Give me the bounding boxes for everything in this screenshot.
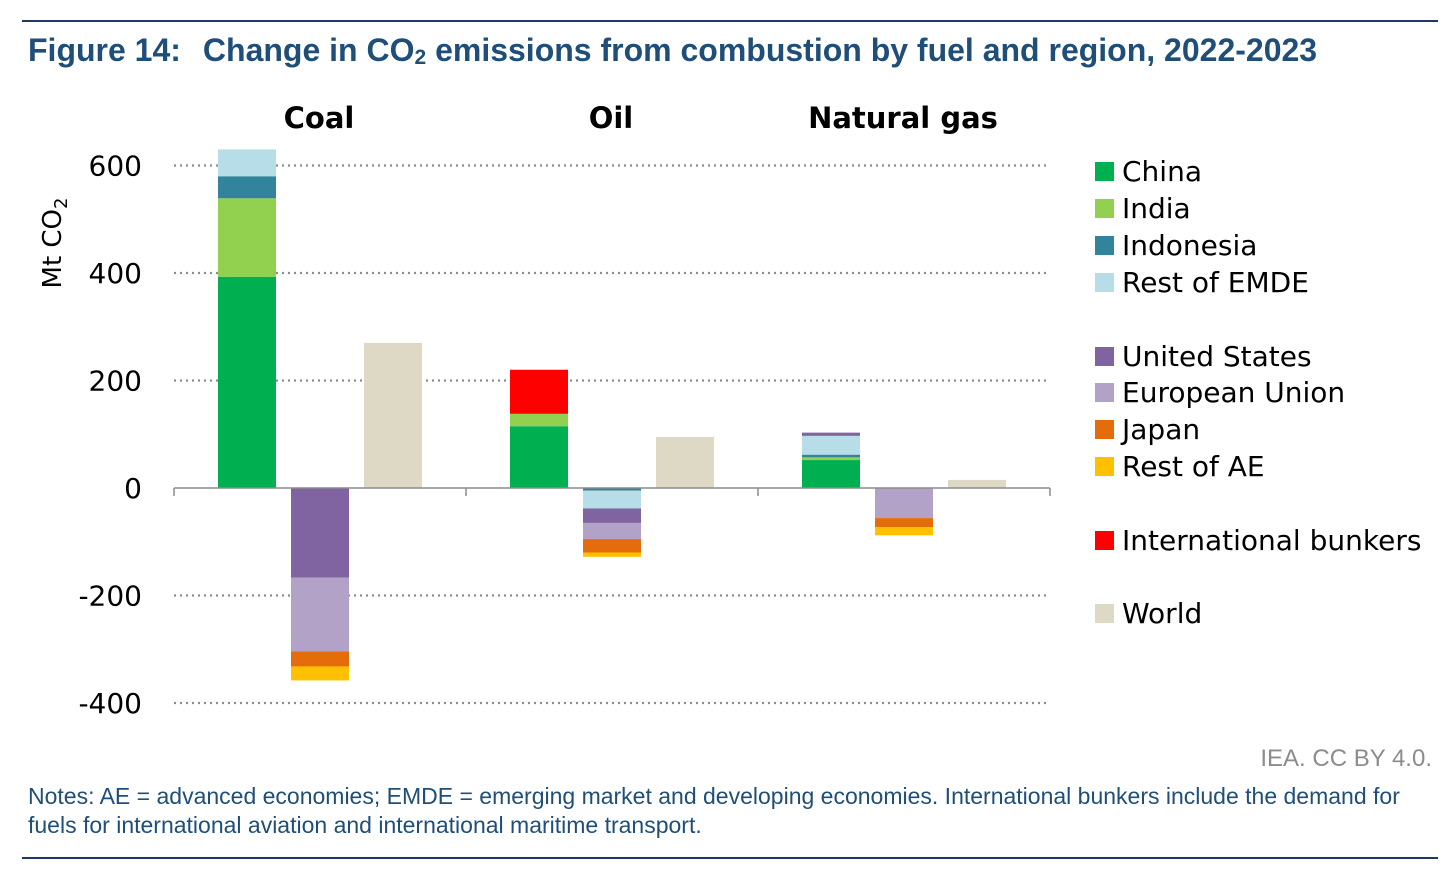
legend: China India Indonesia Rest of EMDE United St… <box>1095 155 1421 630</box>
bar-segment-natural-gas-rest-of-ae <box>875 527 933 536</box>
legend-swatch-rest-of-ae <box>1095 457 1114 476</box>
legend-label-rest-of-emde: Rest of EMDE <box>1122 266 1309 299</box>
group-label-oil: Oil <box>589 101 634 135</box>
title-subscript: 2 <box>414 46 427 69</box>
bar-segment-oil-world <box>656 436 714 488</box>
bar-chart: 600 400 200 0 -200 -400 Mt CO2 Coal Oil Natural g… <box>38 101 1421 720</box>
axes: 600 400 200 0 -200 -400 Mt CO2 Coal Oil Natural g… <box>38 101 1051 720</box>
legend-swatch-united-states <box>1095 347 1114 366</box>
bar-segment-natural-gas-japan <box>875 518 933 528</box>
legend-label-international-bunkers: International bunkers <box>1122 524 1421 557</box>
legend-label-india: India <box>1122 192 1191 225</box>
y-tick-label: 200 <box>89 365 142 398</box>
legend-swatch-china <box>1095 162 1114 181</box>
legend-swatch-rest-of-emde <box>1095 273 1114 292</box>
bar-segment-oil-china <box>510 426 568 488</box>
bar-segment-coal-world <box>364 342 422 488</box>
y-axis-label: Mt CO2 <box>38 198 72 289</box>
top-rule <box>22 20 1438 22</box>
legend-swatch-world <box>1095 604 1114 623</box>
y-tick-label: 400 <box>89 257 142 290</box>
legend-label-japan: Japan <box>1120 413 1200 446</box>
legend-swatch-indonesia <box>1095 236 1114 255</box>
bar-segment-oil-united-states <box>583 508 641 523</box>
bar-segment-natural-gas-indonesia <box>802 454 860 458</box>
y-tick-label: -400 <box>78 687 142 720</box>
figure-title: Figure 14: Change in CO2 emissions from c… <box>28 32 1317 70</box>
bars <box>218 149 1006 681</box>
bar-segment-oil-india <box>510 413 568 427</box>
title-main: Change in CO <box>202 32 415 68</box>
legend-label-united-states: United States <box>1122 340 1312 373</box>
group-label-coal: Coal <box>284 101 355 135</box>
y-tick-label: 600 <box>89 150 142 183</box>
bar-segment-natural-gas-united-states <box>802 432 860 436</box>
bar-segment-natural-gas-india <box>802 457 860 461</box>
bar-segment-oil-european-union <box>583 522 641 540</box>
bar-segment-coal-indonesia <box>218 176 276 199</box>
legend-label-indonesia: Indonesia <box>1122 229 1257 262</box>
bar-segment-oil-indonesia <box>583 488 641 491</box>
bar-segment-coal-united-states <box>291 488 349 578</box>
legend-label-china: China <box>1122 155 1202 188</box>
bar-segment-natural-gas-world <box>948 479 1006 488</box>
bar-segment-natural-gas-china <box>802 460 860 488</box>
y-tick-label: 0 <box>124 472 142 505</box>
legend-swatch-japan <box>1095 420 1114 439</box>
figure-notes: Notes: AE = advanced economies; EMDE = e… <box>28 783 1400 838</box>
figure-number: Figure 14: <box>28 32 181 68</box>
legend-swatch-india <box>1095 199 1114 218</box>
bar-segment-coal-china <box>218 276 276 488</box>
bar-segment-natural-gas-rest-of-emde <box>802 435 860 455</box>
title-rest: emissions from combustion by fuel and re… <box>426 32 1318 68</box>
bar-segment-natural-gas-european-union <box>875 488 933 519</box>
bar-segment-coal-rest-of-emde <box>218 149 276 177</box>
legend-swatch-european-union <box>1095 383 1114 402</box>
bar-segment-oil-rest-of-emde <box>583 490 641 509</box>
bar-segment-coal-japan <box>291 651 349 667</box>
legend-label-world: World <box>1122 597 1202 630</box>
bar-segment-coal-india <box>218 198 276 277</box>
source-credit: IEA. CC BY 4.0. <box>1260 745 1432 772</box>
bar-segment-coal-rest-of-ae <box>291 666 349 681</box>
legend-swatch-international-bunkers <box>1095 531 1114 550</box>
group-label-natural-gas: Natural gas <box>808 101 998 135</box>
bar-segment-coal-european-union <box>291 577 349 652</box>
bar-segment-oil-rest-of-ae <box>583 552 641 557</box>
y-tick-label: -200 <box>78 580 142 613</box>
bottom-rule <box>22 857 1438 859</box>
legend-label-rest-of-ae: Rest of AE <box>1122 450 1265 483</box>
bar-segment-oil-international-bunkers <box>510 369 568 414</box>
legend-label-european-union: European Union <box>1122 376 1345 409</box>
bar-segment-oil-japan <box>583 539 641 553</box>
